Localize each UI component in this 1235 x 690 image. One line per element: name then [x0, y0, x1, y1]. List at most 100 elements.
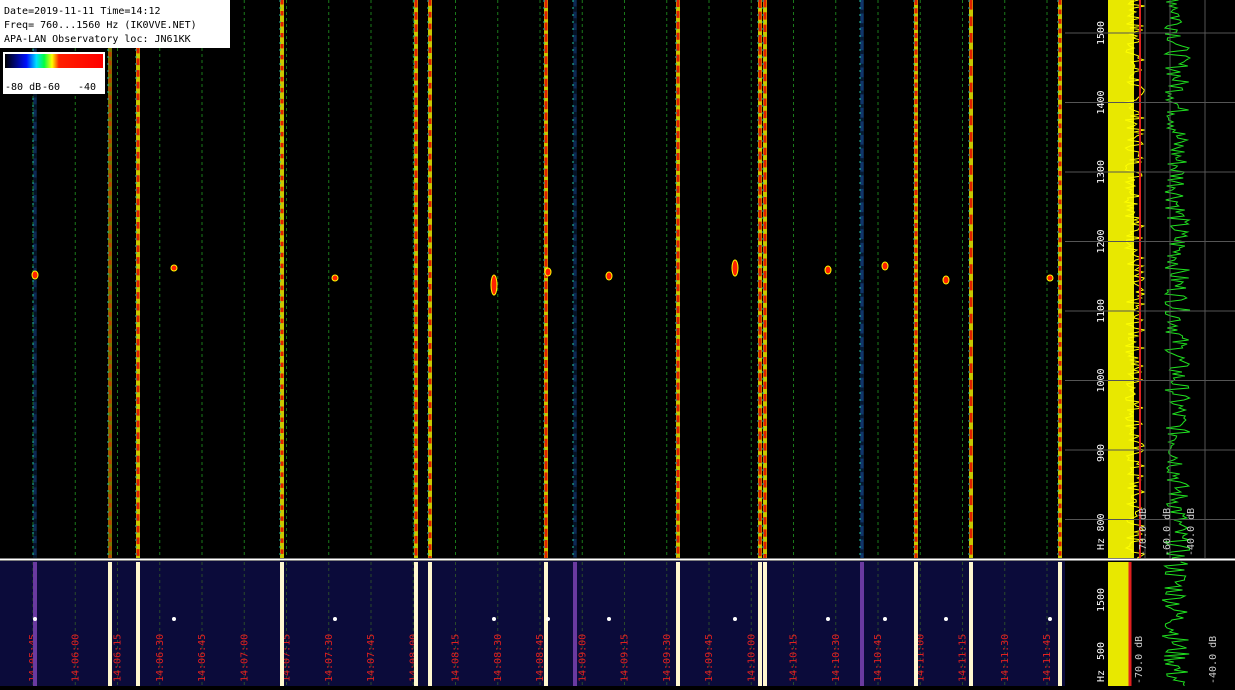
time-label: 14:09:00: [577, 634, 588, 682]
strip-echo: [172, 617, 176, 621]
strip-echo: [883, 617, 887, 621]
strip-freq-label: 1500: [1096, 588, 1107, 612]
strip-carrier: [763, 562, 767, 686]
time-label: 14:07:45: [366, 634, 377, 682]
time-label: 14:08:15: [451, 634, 462, 682]
strip-level-label: -40.0 dB: [1208, 636, 1219, 684]
time-label: 14:07:30: [324, 634, 335, 682]
spectrum-fill: [1108, 0, 1134, 558]
strip-carrier: [544, 562, 548, 686]
echo: [942, 275, 950, 285]
strip-freq-label: 500: [1096, 642, 1107, 660]
time-label: 14:10:30: [831, 634, 842, 682]
time-label: 14:08:45: [535, 634, 546, 682]
strip-carrier: [1058, 562, 1062, 686]
echo: [881, 261, 889, 271]
carrier: [763, 0, 767, 558]
freq-unit: Hz: [1096, 538, 1107, 550]
freq-label: 800: [1096, 513, 1107, 531]
time-label: 14:10:00: [746, 634, 757, 682]
strip-echo: [826, 617, 830, 621]
strip-echo: [546, 617, 550, 621]
freq-label: 1400: [1096, 90, 1107, 114]
colorbar: [5, 54, 103, 68]
carrier: [414, 0, 418, 558]
time-label: 14:06:30: [155, 634, 166, 682]
echo: [731, 259, 739, 277]
time-label: 14:06:45: [197, 634, 208, 682]
level-label: -40.0 dB: [1186, 508, 1197, 556]
time-label: 14:11:00: [915, 634, 926, 682]
strip-echo: [944, 617, 948, 621]
strip-echo: [33, 617, 37, 621]
echo: [605, 271, 613, 281]
time-label: 14:06:15: [113, 634, 124, 682]
colorbar-label: -60: [42, 82, 60, 93]
strip-carrier: [136, 562, 140, 686]
strip-carrier: [280, 562, 284, 686]
strip-echo: [1048, 617, 1052, 621]
carrier: [573, 0, 577, 558]
carrier: [544, 0, 548, 558]
side-panel: [1065, 0, 1235, 558]
carrier: [428, 0, 432, 558]
strip-carrier: [676, 562, 680, 686]
strip-echo: [492, 617, 496, 621]
strip-carrier: [969, 562, 973, 686]
colorbar-label: -80 dB: [5, 82, 41, 93]
echo: [31, 270, 39, 280]
time-label: 14:09:30: [662, 634, 673, 682]
spectrum-max: [1163, 0, 1191, 559]
strip-spectrum-fill: [1108, 562, 1130, 686]
colorbar-label: -40: [78, 82, 96, 93]
strip-carrier: [914, 562, 918, 686]
time-label: 14:09:45: [704, 634, 715, 682]
info-line: Date=2019-11-11 Time=14:12: [4, 6, 161, 17]
strip-carrier: [758, 562, 762, 686]
time-label: 14:08:30: [493, 634, 504, 682]
strip-carrier: [33, 562, 37, 686]
waterfall: [0, 0, 1065, 558]
freq-label: 1000: [1096, 368, 1107, 392]
time-label: 14:10:15: [789, 634, 800, 682]
strip-carrier: [860, 562, 864, 686]
freq-label: 900: [1096, 444, 1107, 462]
carrier: [914, 0, 918, 558]
strip-carrier: [108, 562, 112, 686]
time-label: 14:11:45: [1042, 634, 1053, 682]
strip-waterfall: [0, 561, 1065, 686]
info-box: [0, 0, 230, 48]
strip-level-label: -70.0 dB: [1134, 636, 1145, 684]
time-label: 14:06:00: [70, 634, 81, 682]
info-line: APA-LAN Observatory loc: JN61KK: [4, 34, 191, 45]
strip-carrier: [573, 562, 577, 686]
echo: [170, 264, 178, 272]
carrier: [860, 0, 864, 558]
info-line: Freq= 760...1560 Hz (IK0VVE.NET): [4, 20, 197, 31]
echo: [1046, 274, 1054, 282]
freq-label: 1200: [1096, 229, 1107, 253]
strip-echo: [607, 617, 611, 621]
strip-echo: [333, 617, 337, 621]
freq-label: 1100: [1096, 299, 1107, 323]
level-label: -60.0 dB: [1162, 508, 1173, 556]
level-label: -70.0 dB: [1138, 508, 1149, 556]
time-label: 14:11:15: [958, 634, 969, 682]
strip-spectrum-max: [1161, 561, 1190, 687]
time-label: 14:07:15: [282, 634, 293, 682]
strip-freq-unit: Hz: [1096, 670, 1107, 682]
time-label: 14:10:45: [873, 634, 884, 682]
time-label: 14:09:15: [620, 634, 631, 682]
strip-carrier: [414, 562, 418, 686]
time-label: 14:08:00: [408, 634, 419, 682]
freq-label: 1500: [1096, 21, 1107, 45]
time-label: 14:07:00: [239, 634, 250, 682]
echo: [544, 267, 552, 277]
echo: [490, 274, 498, 296]
echo: [331, 274, 339, 282]
strip-echo: [733, 617, 737, 621]
echo: [824, 265, 832, 275]
carrier: [136, 0, 140, 558]
